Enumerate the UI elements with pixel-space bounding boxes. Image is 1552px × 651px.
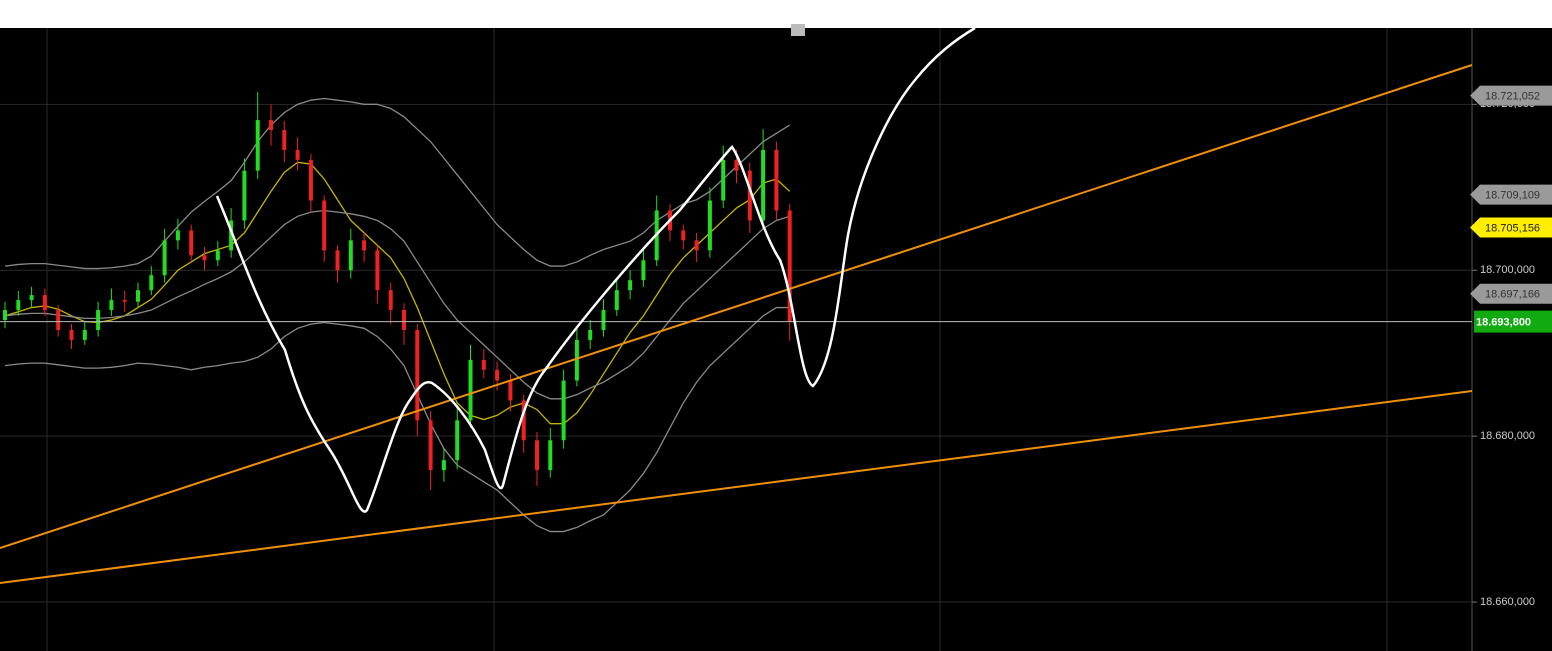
price-tag — [1470, 283, 1552, 304]
candle-body — [215, 250, 220, 261]
candle-body — [29, 295, 34, 301]
indicator-line — [4, 209, 790, 400]
plot-background — [0, 28, 1552, 651]
candle-body — [149, 275, 154, 291]
candle-body — [707, 200, 712, 251]
candle-body — [122, 300, 127, 302]
candle-body — [388, 290, 393, 311]
candle-body — [574, 339, 579, 381]
price-tag — [1470, 85, 1552, 106]
y-tick-label: 18.680,000 — [1480, 430, 1535, 442]
candle-body — [495, 369, 500, 381]
candle-body — [481, 359, 486, 370]
candle-body — [82, 329, 87, 340]
candle-body — [468, 359, 473, 421]
indicator-line — [4, 306, 790, 533]
indicator-line — [4, 97, 791, 270]
candle-body — [3, 310, 7, 321]
candle-body — [415, 329, 420, 421]
candle-body — [308, 159, 313, 201]
candle-body — [561, 380, 566, 441]
candle-body — [362, 240, 367, 251]
candle-body — [229, 220, 234, 251]
candle-body — [255, 120, 260, 171]
candle-body — [441, 460, 446, 471]
candle-body — [747, 170, 752, 221]
candle-body — [694, 240, 699, 251]
candle-body — [521, 400, 526, 441]
candle-body — [56, 310, 61, 330]
price-tags: 18.721,052 18.709,109 18.705,156 18.697,166… — [1470, 85, 1552, 333]
freehand-drawing[interactable] — [215, 26, 976, 513]
vertical-grid — [46, 28, 1388, 651]
candle-body — [588, 329, 593, 340]
candle-body — [535, 440, 539, 471]
candle-body — [335, 250, 340, 271]
candle-body — [162, 240, 167, 276]
candle-body — [16, 300, 21, 311]
candle-body — [641, 260, 646, 281]
price-tag-label: 18.709,109 — [1485, 190, 1540, 202]
candle-body — [322, 200, 327, 251]
candle-body — [295, 149, 300, 160]
candle-body — [348, 240, 353, 271]
price-tag-label: 18.705,156 — [1485, 222, 1540, 234]
candle-body — [402, 310, 406, 330]
candle-body — [721, 159, 726, 201]
price-tag — [1474, 310, 1552, 333]
candle-body — [681, 230, 686, 241]
price-tag-label: 18.697,166 — [1485, 289, 1540, 301]
candle-body — [69, 329, 74, 340]
candle-body — [375, 250, 380, 291]
candle-body — [614, 290, 619, 311]
scroll-handle[interactable] — [791, 24, 805, 36]
y-tick-label: 18.660,000 — [1480, 596, 1535, 608]
candle-body — [189, 230, 194, 256]
price-tag — [1470, 217, 1552, 238]
candle-body — [42, 295, 47, 311]
candle-body — [787, 210, 792, 322]
candle-body — [175, 230, 180, 241]
price-tag-label: 18.693,800 — [1476, 317, 1531, 329]
trend-line[interactable] — [0, 390, 1473, 584]
candle-body — [109, 300, 114, 311]
candle-body — [428, 420, 433, 471]
y-tick-label: 18.700,000 — [1480, 264, 1535, 276]
candle-body — [136, 290, 140, 302]
drawings — [0, 26, 1473, 584]
candle-body — [455, 420, 460, 461]
candle-body — [761, 149, 766, 221]
candle-body — [269, 120, 273, 131]
candle-body — [548, 440, 553, 471]
top-bar — [0, 0, 1552, 28]
indicator-line — [4, 161, 791, 425]
candle-body — [734, 159, 739, 171]
candle-body — [242, 170, 247, 221]
candle-body — [774, 149, 779, 211]
candle-body — [96, 310, 101, 330]
trend-line[interactable] — [0, 64, 1473, 549]
candle-body — [628, 280, 633, 291]
candle-body — [282, 130, 287, 150]
candle-body — [601, 310, 606, 330]
price-tag-label: 18.721,052 — [1485, 90, 1540, 102]
candle-body — [202, 255, 207, 261]
candle-body — [508, 380, 513, 401]
price-tag — [1470, 184, 1552, 205]
